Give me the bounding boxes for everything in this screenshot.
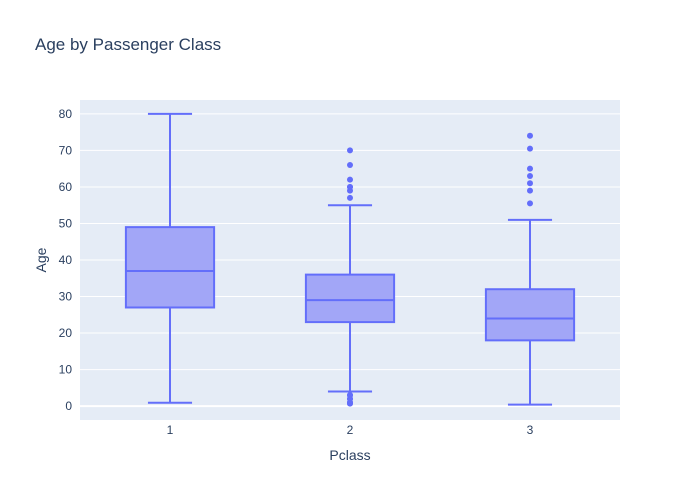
y-tick-label: 60 <box>59 180 73 194</box>
y-tick-label: 0 <box>65 399 72 413</box>
outlier-point <box>527 180 533 187</box>
chart-title: Age by Passenger Class <box>35 35 221 54</box>
x-tick-label: 2 <box>347 423 354 437</box>
outlier-point <box>347 147 353 154</box>
iqr-box <box>304 273 396 324</box>
x-axis-title: Pclass <box>329 447 370 463</box>
box-series <box>124 112 576 407</box>
outlier-point <box>527 165 533 172</box>
outlier-point <box>527 172 533 179</box>
outlier-point <box>347 162 353 169</box>
outlier-point <box>527 200 533 207</box>
x-tick-labels: 1 2 3 <box>167 423 534 437</box>
outlier-point <box>347 176 353 183</box>
outlier-point <box>347 194 353 201</box>
outlier-point <box>527 132 533 139</box>
y-axis-title: Age <box>33 247 49 272</box>
iqr-box <box>484 288 576 342</box>
outlier-point <box>527 187 533 194</box>
outlier-point <box>347 392 353 399</box>
y-tick-label: 10 <box>59 363 73 377</box>
outlier-point <box>527 145 533 152</box>
y-tick-labels: 0 10 20 30 40 50 60 70 80 <box>59 107 73 413</box>
outlier-point <box>347 183 353 190</box>
y-tick-label: 70 <box>59 143 73 157</box>
y-tick-label: 50 <box>59 216 73 230</box>
y-tick-label: 20 <box>59 326 73 340</box>
iqr-box <box>124 226 216 309</box>
x-tick-label: 1 <box>167 423 174 437</box>
y-tick-label: 80 <box>59 107 73 121</box>
box-3 <box>484 132 576 406</box>
y-tick-label: 30 <box>59 290 73 304</box>
y-tick-label: 40 <box>59 253 73 267</box>
x-tick-label: 3 <box>527 423 534 437</box>
box-2 <box>304 147 396 407</box>
box-1 <box>124 112 216 404</box>
